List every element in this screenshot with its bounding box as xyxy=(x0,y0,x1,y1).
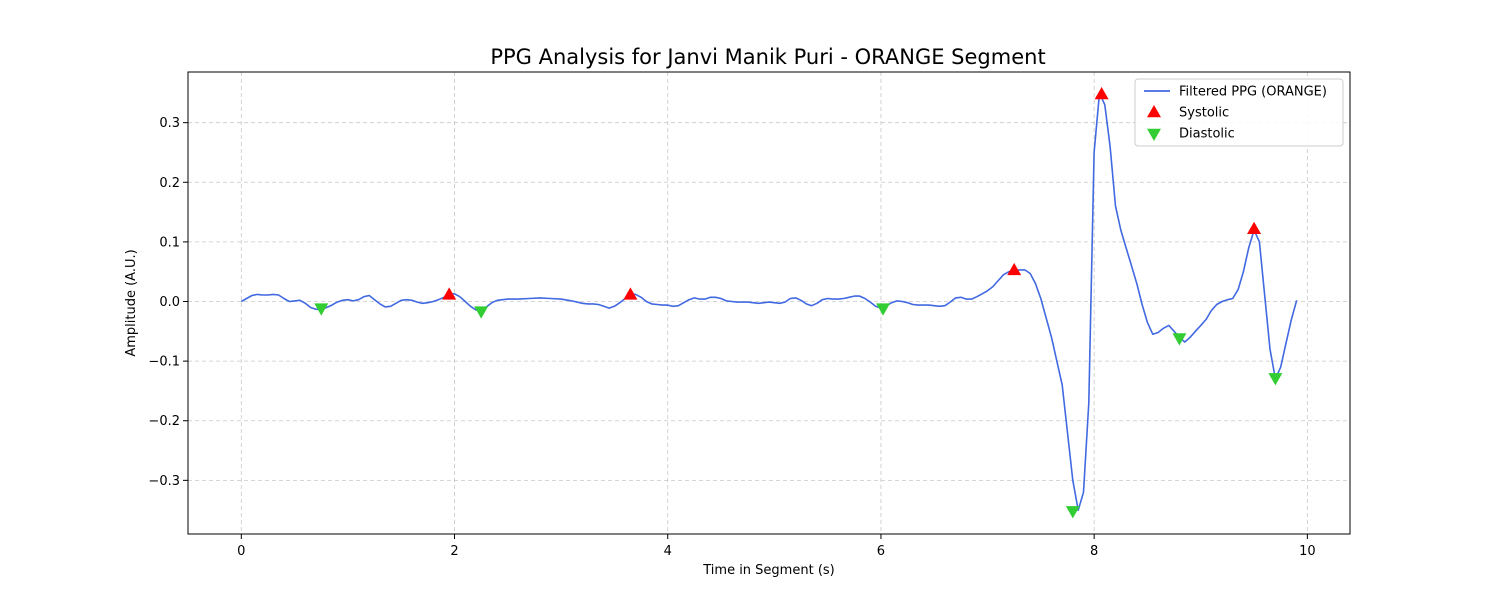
systolic-marker xyxy=(1007,262,1022,276)
systolic-marker xyxy=(442,287,457,300)
diastolic-marker xyxy=(314,303,329,316)
x-tick-label: 4 xyxy=(664,544,672,559)
x-tick-label: 0 xyxy=(237,544,245,559)
systolic-marker xyxy=(1247,221,1262,235)
y-tick-label: 0.3 xyxy=(159,116,180,131)
y-tick-label: −0.1 xyxy=(148,355,180,370)
y-tick-label: 0.1 xyxy=(159,235,180,250)
y-tick-label: −0.3 xyxy=(148,474,180,489)
legend-label: Systolic xyxy=(1179,106,1229,121)
legend-label: Filtered PPG (ORANGE) xyxy=(1179,85,1327,100)
x-tick-label: 6 xyxy=(877,544,885,559)
marker-layer xyxy=(314,87,1283,519)
diastolic-marker xyxy=(474,306,489,319)
legend-swatch-diastolic xyxy=(1147,128,1161,141)
diastolic-marker xyxy=(1065,506,1080,519)
x-tick-label: 10 xyxy=(1299,544,1316,559)
series-line-filtered-ppg xyxy=(240,92,1298,512)
legend-label: Diastolic xyxy=(1179,127,1235,142)
x-axis-label: Time in Segment (s) xyxy=(702,563,834,578)
y-axis-label: Amplitude (A.U.) xyxy=(124,249,139,356)
x-tick-label: 2 xyxy=(450,544,458,559)
systolic-marker xyxy=(623,287,638,300)
grid xyxy=(188,72,1350,534)
chart-title: PPG Analysis for Janvi Manik Puri - ORAN… xyxy=(490,45,1045,69)
y-tick-label: 0.2 xyxy=(159,176,180,191)
axis-ticks: 0 2 4 6 8 10 −0.3 −0.2 −0.1 0.0 0.1 0.2 0.3 xyxy=(148,116,1315,559)
legend-box xyxy=(1134,78,1344,147)
x-tick-label: 8 xyxy=(1090,544,1098,559)
diastolic-marker xyxy=(1172,333,1187,346)
y-tick-label: −0.2 xyxy=(148,414,180,429)
series-layer xyxy=(240,92,1298,512)
y-tick-label: 0.0 xyxy=(159,295,180,310)
plot-frame xyxy=(187,71,1351,535)
diastolic-marker xyxy=(876,303,891,316)
systolic-marker xyxy=(1094,87,1109,100)
legend: Filtered PPG (ORANGE) Systolic Diastolic xyxy=(1134,78,1344,147)
diastolic-marker xyxy=(1268,373,1283,386)
legend-swatch-systolic xyxy=(1147,105,1161,118)
